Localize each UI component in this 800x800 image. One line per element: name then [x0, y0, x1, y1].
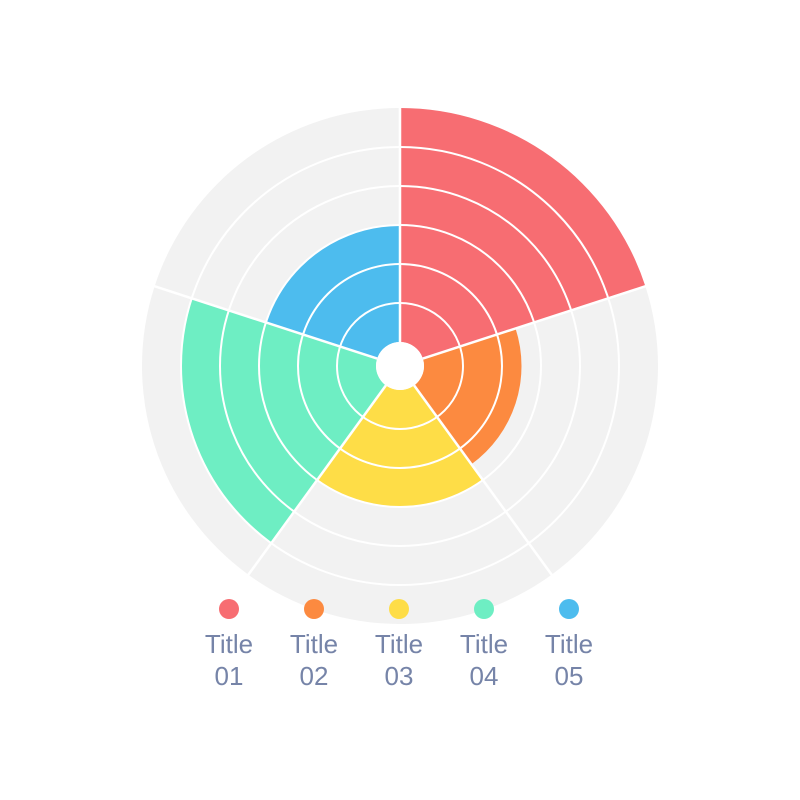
legend-item: Title 03: [354, 595, 444, 692]
legend-item: Title 05: [524, 595, 614, 692]
legend-label: Title 02: [289, 629, 339, 691]
legend-item: Title 02: [269, 595, 359, 692]
legend-dot: [219, 599, 239, 619]
legend-label: Title 01: [204, 629, 254, 691]
center-hole: [376, 342, 424, 390]
polar-slice: [265, 225, 400, 359]
polar-slice: [317, 385, 483, 507]
sector-divider: [422, 284, 647, 360]
sector-divider: [413, 384, 554, 577]
sector-divider: [153, 284, 378, 360]
legend: Title 01 Title 02 Title 03 Title 04 Titl…: [0, 595, 800, 705]
legend-item: Title 04: [439, 595, 529, 692]
legend-dot: [389, 599, 409, 619]
legend-label: Title 03: [374, 629, 424, 691]
polar-slice: [414, 328, 522, 465]
legend-dot: [559, 599, 579, 619]
polar-slice: [181, 298, 386, 544]
legend-dot: [304, 599, 324, 619]
legend-dot: [474, 599, 494, 619]
sector-divider: [246, 384, 387, 577]
legend-label: Title 04: [459, 629, 509, 691]
legend-label: Title 05: [544, 629, 594, 691]
legend-item: Title 01: [184, 595, 274, 692]
